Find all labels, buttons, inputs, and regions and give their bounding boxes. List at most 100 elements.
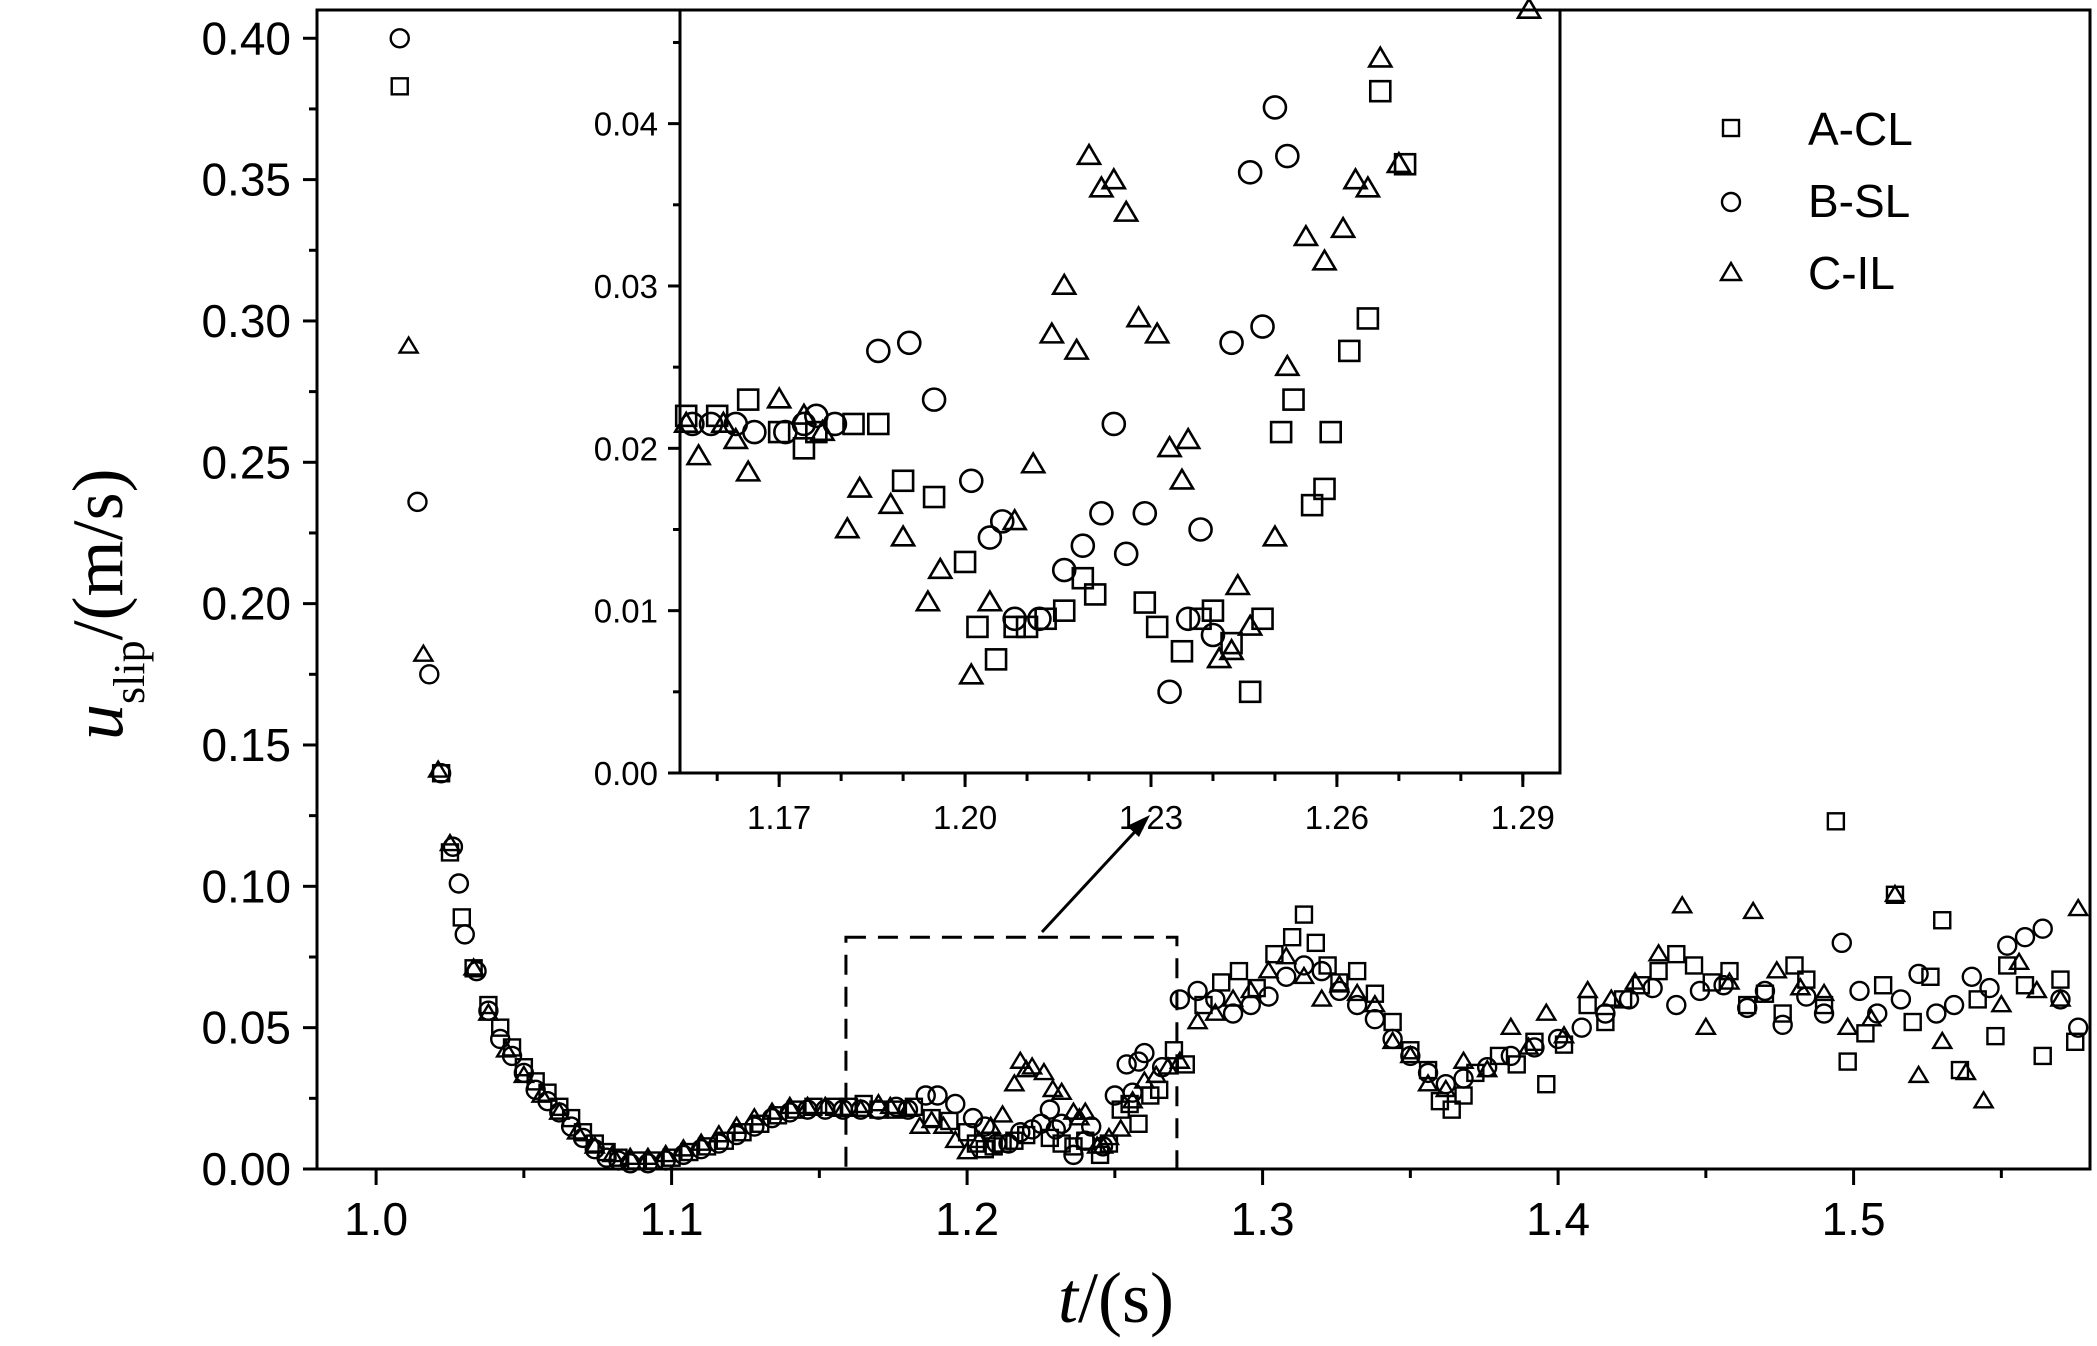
data-point-b-sl	[927, 1085, 948, 1106]
inset-data-point-c-il	[1367, 45, 1394, 68]
data-point-b-sl	[1737, 997, 1758, 1019]
data-point-b-sl	[1926, 1003, 1947, 1024]
data-point-c-il	[1600, 988, 1623, 1007]
data-point-b-sl	[1240, 994, 1261, 1016]
inset-data-point-a-cl	[842, 412, 865, 436]
data-point-a-cl	[1347, 961, 1367, 981]
data-point-a-cl	[1466, 1063, 1485, 1083]
inset-data-point-c-il	[672, 410, 700, 433]
inset-data-point-c-il	[1354, 175, 1382, 198]
data-point-b-sl	[726, 1124, 747, 1146]
y-axis-title-unit: /(m/s)	[58, 468, 138, 640]
y-axis-title-sub: slip	[105, 640, 154, 704]
data-point-b-sl	[1116, 1054, 1137, 1075]
x-tick-label: 1.3	[1231, 1193, 1295, 1245]
inset-data-point-a-cl	[736, 388, 760, 411]
data-point-c-il	[879, 1095, 902, 1115]
data-point-a-cl	[1785, 956, 1804, 975]
data-point-b-sl	[1187, 980, 1208, 1002]
y-tick-label: 0.25	[201, 436, 291, 488]
data-point-c-il	[979, 1115, 1002, 1134]
data-point-b-sl	[1039, 1099, 1061, 1120]
inset-data-point-a-cl	[867, 412, 890, 436]
inset-data-point-c-il	[1168, 467, 1196, 490]
data-point-c-il	[565, 1121, 589, 1140]
inset-data-point-c-il	[1385, 150, 1413, 174]
inset-data-point-c-il	[1075, 142, 1103, 166]
data-point-b-sl	[1849, 980, 1870, 1002]
y-tick-label: 0.15	[201, 719, 291, 771]
y-tick-label: 0.00	[201, 1143, 291, 1195]
data-point-c-il	[932, 1115, 955, 1134]
inset-data-point-c-il	[1218, 637, 1245, 661]
data-point-c-il	[707, 1123, 731, 1143]
x-tick-label: 1.2	[935, 1193, 999, 1245]
inset-data-point-b-sl	[1275, 143, 1300, 169]
inset-data-point-a-cl	[1282, 388, 1305, 411]
data-point-b-sl	[1524, 1037, 1545, 1058]
inset-data-point-b-sl	[1002, 606, 1027, 632]
data-point-b-sl	[1908, 963, 1929, 985]
data-point-a-cl	[1212, 973, 1231, 992]
data-point-a-cl	[1933, 911, 1952, 930]
inset-data-point-a-cl	[1189, 607, 1212, 631]
data-point-c-il	[530, 1084, 553, 1103]
y-tick-label: 0.30	[201, 295, 291, 347]
data-point-c-il	[512, 1064, 535, 1084]
data-point-c-il	[1476, 1058, 1499, 1078]
x-axis-title: t/(s)	[1058, 1258, 1174, 1338]
data-point-b-sl	[1943, 994, 1965, 1016]
inset-data-point-a-cl	[966, 615, 989, 639]
data-point-c-il	[1168, 1050, 1191, 1069]
data-point-b-sl	[596, 1147, 617, 1168]
data-point-a-cl	[1873, 976, 1893, 995]
data-point-c-il	[1552, 1025, 1576, 1044]
data-point-c-il	[896, 1098, 920, 1117]
inset-data-point-a-cl	[1201, 599, 1225, 622]
inset-data-point-b-sl	[1089, 500, 1114, 526]
data-point-a-cl	[1631, 976, 1651, 995]
data-point-b-sl	[1831, 932, 1852, 954]
data-point-c-il	[1121, 1090, 1144, 1109]
data-point-b-sl	[1997, 935, 2018, 956]
data-point-b-sl	[744, 1116, 765, 1137]
inset-plot-frame	[678, 8, 1562, 775]
data-point-b-sl	[1666, 994, 1687, 1016]
data-point-c-il	[1239, 979, 1262, 999]
data-point-c-il	[1517, 1036, 1540, 1055]
inset-data-point-a-cl	[1083, 583, 1107, 606]
data-point-c-il	[397, 335, 420, 354]
inset-data-point-a-cl	[984, 648, 1008, 671]
inset-data-point-b-sl	[1132, 500, 1158, 526]
inset-data-point-b-sl	[921, 387, 947, 412]
inset-data-point-a-cl	[1133, 591, 1157, 614]
main-ticks: 1.0 1.1 1.2 1.3 1.4 1.5 0.00 0.05 0.10 0.15 0.20 0.…	[201, 12, 2003, 1245]
data-point-a-cl	[1998, 956, 2017, 975]
inset-data-point-b-sl	[1219, 330, 1244, 356]
data-point-b-sl	[448, 873, 470, 894]
inset-data-point-b-sl	[1237, 160, 1263, 185]
data-point-b-sl	[1453, 1068, 1474, 1089]
data-point-c-il	[1015, 1058, 1038, 1078]
data-point-b-sl	[2067, 1017, 2089, 1038]
data-point-a-cl	[1282, 928, 1302, 947]
data-point-c-il	[2049, 988, 2072, 1007]
data-point-c-il	[944, 1129, 967, 1149]
data-point-b-sl	[998, 1133, 1019, 1154]
x-tick-label: 1.4	[1526, 1193, 1590, 1245]
inset-data-point-a-cl	[1393, 152, 1417, 176]
data-point-a-cl	[1489, 1046, 1509, 1066]
data-point-b-sl	[1222, 1003, 1244, 1024]
data-point-b-sl	[490, 1028, 511, 1050]
data-point-c-il	[636, 1146, 660, 1166]
data-point-c-il	[796, 1095, 819, 1115]
data-point-a-cl	[1537, 1074, 1556, 1094]
data-point-b-sl	[1205, 989, 1226, 1010]
main-points	[389, 28, 2090, 1174]
data-point-b-sl	[419, 664, 440, 685]
data-point-b-sl	[1642, 977, 1663, 999]
data-point-c-il	[814, 1095, 837, 1115]
inset-chart: 1.17 1.20 1.23 1.26 1.29 0.00 0.01 0.02 0.03 0.04	[594, 0, 1562, 836]
inset-data-point-a-cl	[1269, 420, 1293, 444]
y-tick-label: 0.35	[201, 154, 291, 206]
